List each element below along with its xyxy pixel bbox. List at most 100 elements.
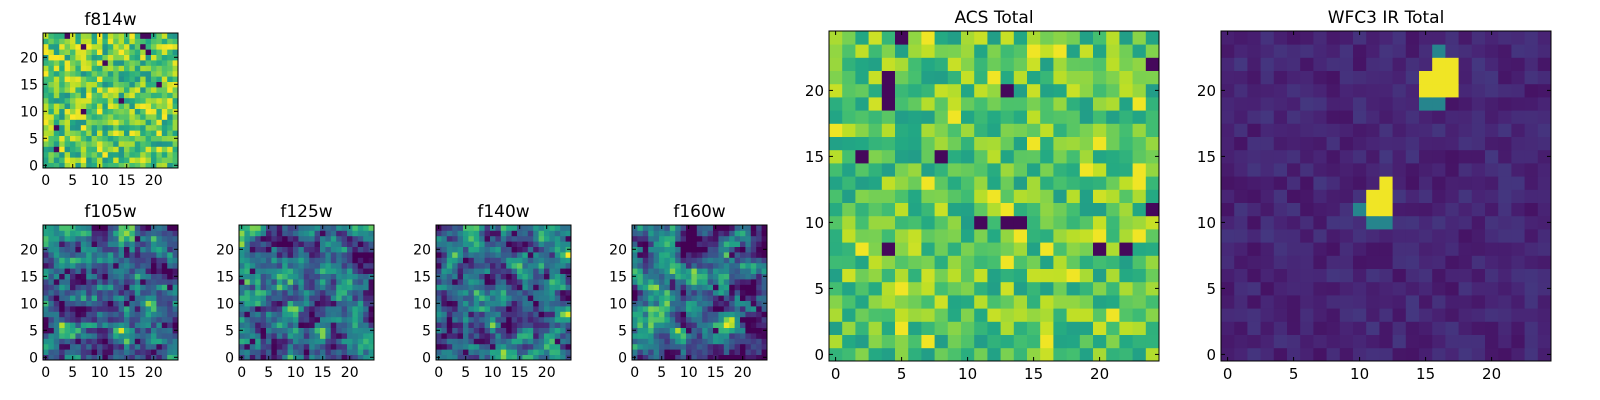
heatmap-cell	[91, 135, 98, 142]
heatmap-cell	[686, 230, 692, 237]
heatmap-cell	[565, 322, 572, 328]
heatmap-cell	[151, 92, 157, 99]
heatmap-cell	[1379, 163, 1393, 177]
heatmap-cell	[734, 262, 741, 269]
heatmap-cell	[632, 262, 638, 269]
heatmap-cell	[653, 349, 660, 355]
heatmap-cell	[244, 327, 251, 334]
heatmap-cell	[172, 311, 179, 318]
heatmap-cell	[59, 135, 65, 142]
heatmap-cell	[314, 252, 321, 258]
heatmap-cell	[1300, 202, 1314, 217]
heatmap-cell	[309, 316, 315, 323]
heatmap-cell	[452, 338, 458, 345]
heatmap-cell	[156, 279, 163, 285]
heatmap-cell	[1353, 44, 1367, 58]
heatmap-cell	[64, 262, 71, 269]
heatmap-cell	[560, 279, 566, 285]
heatmap-cell	[309, 338, 315, 345]
heatmap-cell	[1234, 44, 1248, 58]
heatmap-cell	[271, 338, 278, 345]
heatmap-cell	[97, 252, 103, 258]
heatmap-cell	[745, 235, 752, 242]
heatmap-cell	[172, 322, 179, 328]
heatmap-cell	[740, 252, 746, 258]
heatmap-cell	[161, 246, 168, 253]
heatmap-cell	[484, 316, 491, 323]
heatmap-cell	[484, 306, 491, 312]
heatmap-cell	[59, 103, 65, 109]
heatmap-cell	[129, 343, 136, 350]
heatmap-cell	[107, 124, 114, 131]
heatmap-cell	[260, 273, 267, 280]
heatmap-cell	[565, 338, 572, 345]
heatmap-cell	[156, 311, 163, 318]
heatmap-cell	[1485, 97, 1499, 111]
heatmap-cell	[244, 306, 251, 312]
heatmap-cell	[1445, 123, 1459, 137]
heatmap-cell	[129, 43, 136, 50]
heatmap-cell	[479, 338, 485, 345]
heatmap-cell	[446, 311, 453, 318]
heatmap-cell	[1326, 202, 1341, 217]
heatmap-cell	[145, 333, 152, 339]
y-tick-label: 10	[609, 296, 627, 312]
heatmap-cell	[680, 284, 687, 291]
heatmap-cell	[881, 83, 896, 98]
heatmap-cell	[1471, 268, 1486, 283]
heatmap-cell	[1432, 255, 1446, 269]
heatmap-cell	[124, 157, 130, 163]
heatmap-cell	[696, 349, 703, 355]
heatmap-cell	[1432, 123, 1446, 137]
heatmap-cell	[314, 300, 321, 307]
heatmap-cell	[113, 157, 119, 163]
heatmap-cell	[842, 189, 856, 203]
heatmap-cell	[352, 333, 359, 339]
heatmap-cell	[298, 241, 305, 247]
heatmap-cell	[565, 311, 572, 318]
heatmap-cell	[167, 252, 173, 258]
heatmap-cell	[696, 289, 703, 296]
heatmap-cell	[48, 114, 55, 120]
heatmap-cell	[309, 252, 315, 258]
heatmap-cell	[1524, 123, 1539, 137]
heatmap-cell	[1053, 136, 1067, 151]
heatmap-cell	[287, 338, 294, 345]
heatmap-cell	[303, 316, 310, 323]
heatmap-cell	[363, 316, 369, 323]
heatmap-cell	[729, 235, 735, 242]
heatmap-cell	[1379, 110, 1393, 124]
heatmap-cell	[1339, 295, 1354, 309]
heatmap-cell	[124, 322, 130, 328]
y-tick-label: 0	[29, 350, 38, 366]
heatmap-cell	[249, 230, 256, 237]
heatmap-cell	[1066, 242, 1081, 256]
heatmap-cell	[59, 38, 65, 45]
heatmap-cell	[642, 252, 649, 258]
chart-title: f125w	[280, 202, 332, 222]
axes-frame	[238, 224, 375, 361]
heatmap-cell	[565, 289, 572, 296]
heatmap-cell	[276, 235, 283, 242]
heatmap-cell	[1392, 70, 1407, 85]
heatmap-cell	[1247, 176, 1261, 190]
heatmap-cell	[48, 289, 55, 296]
heatmap-cell	[560, 289, 566, 296]
heatmap-cell	[653, 338, 660, 345]
heatmap-cell	[271, 322, 278, 328]
heatmap-cell	[172, 316, 179, 323]
heatmap-cell	[145, 262, 152, 269]
heatmap-cell	[145, 322, 152, 328]
heatmap-cell	[1300, 281, 1314, 296]
heatmap-cell	[134, 81, 141, 88]
heatmap-cell	[1471, 123, 1486, 137]
heatmap-cell	[829, 163, 843, 177]
heatmap-cell	[48, 124, 55, 131]
heatmap-cell	[669, 333, 676, 339]
heatmap-cell	[107, 33, 114, 39]
heatmap-cell	[102, 92, 109, 99]
heatmap-cell	[368, 235, 375, 242]
heatmap-cell	[151, 108, 157, 115]
heatmap-cell	[1000, 189, 1015, 203]
heatmap-cell	[1273, 83, 1288, 98]
